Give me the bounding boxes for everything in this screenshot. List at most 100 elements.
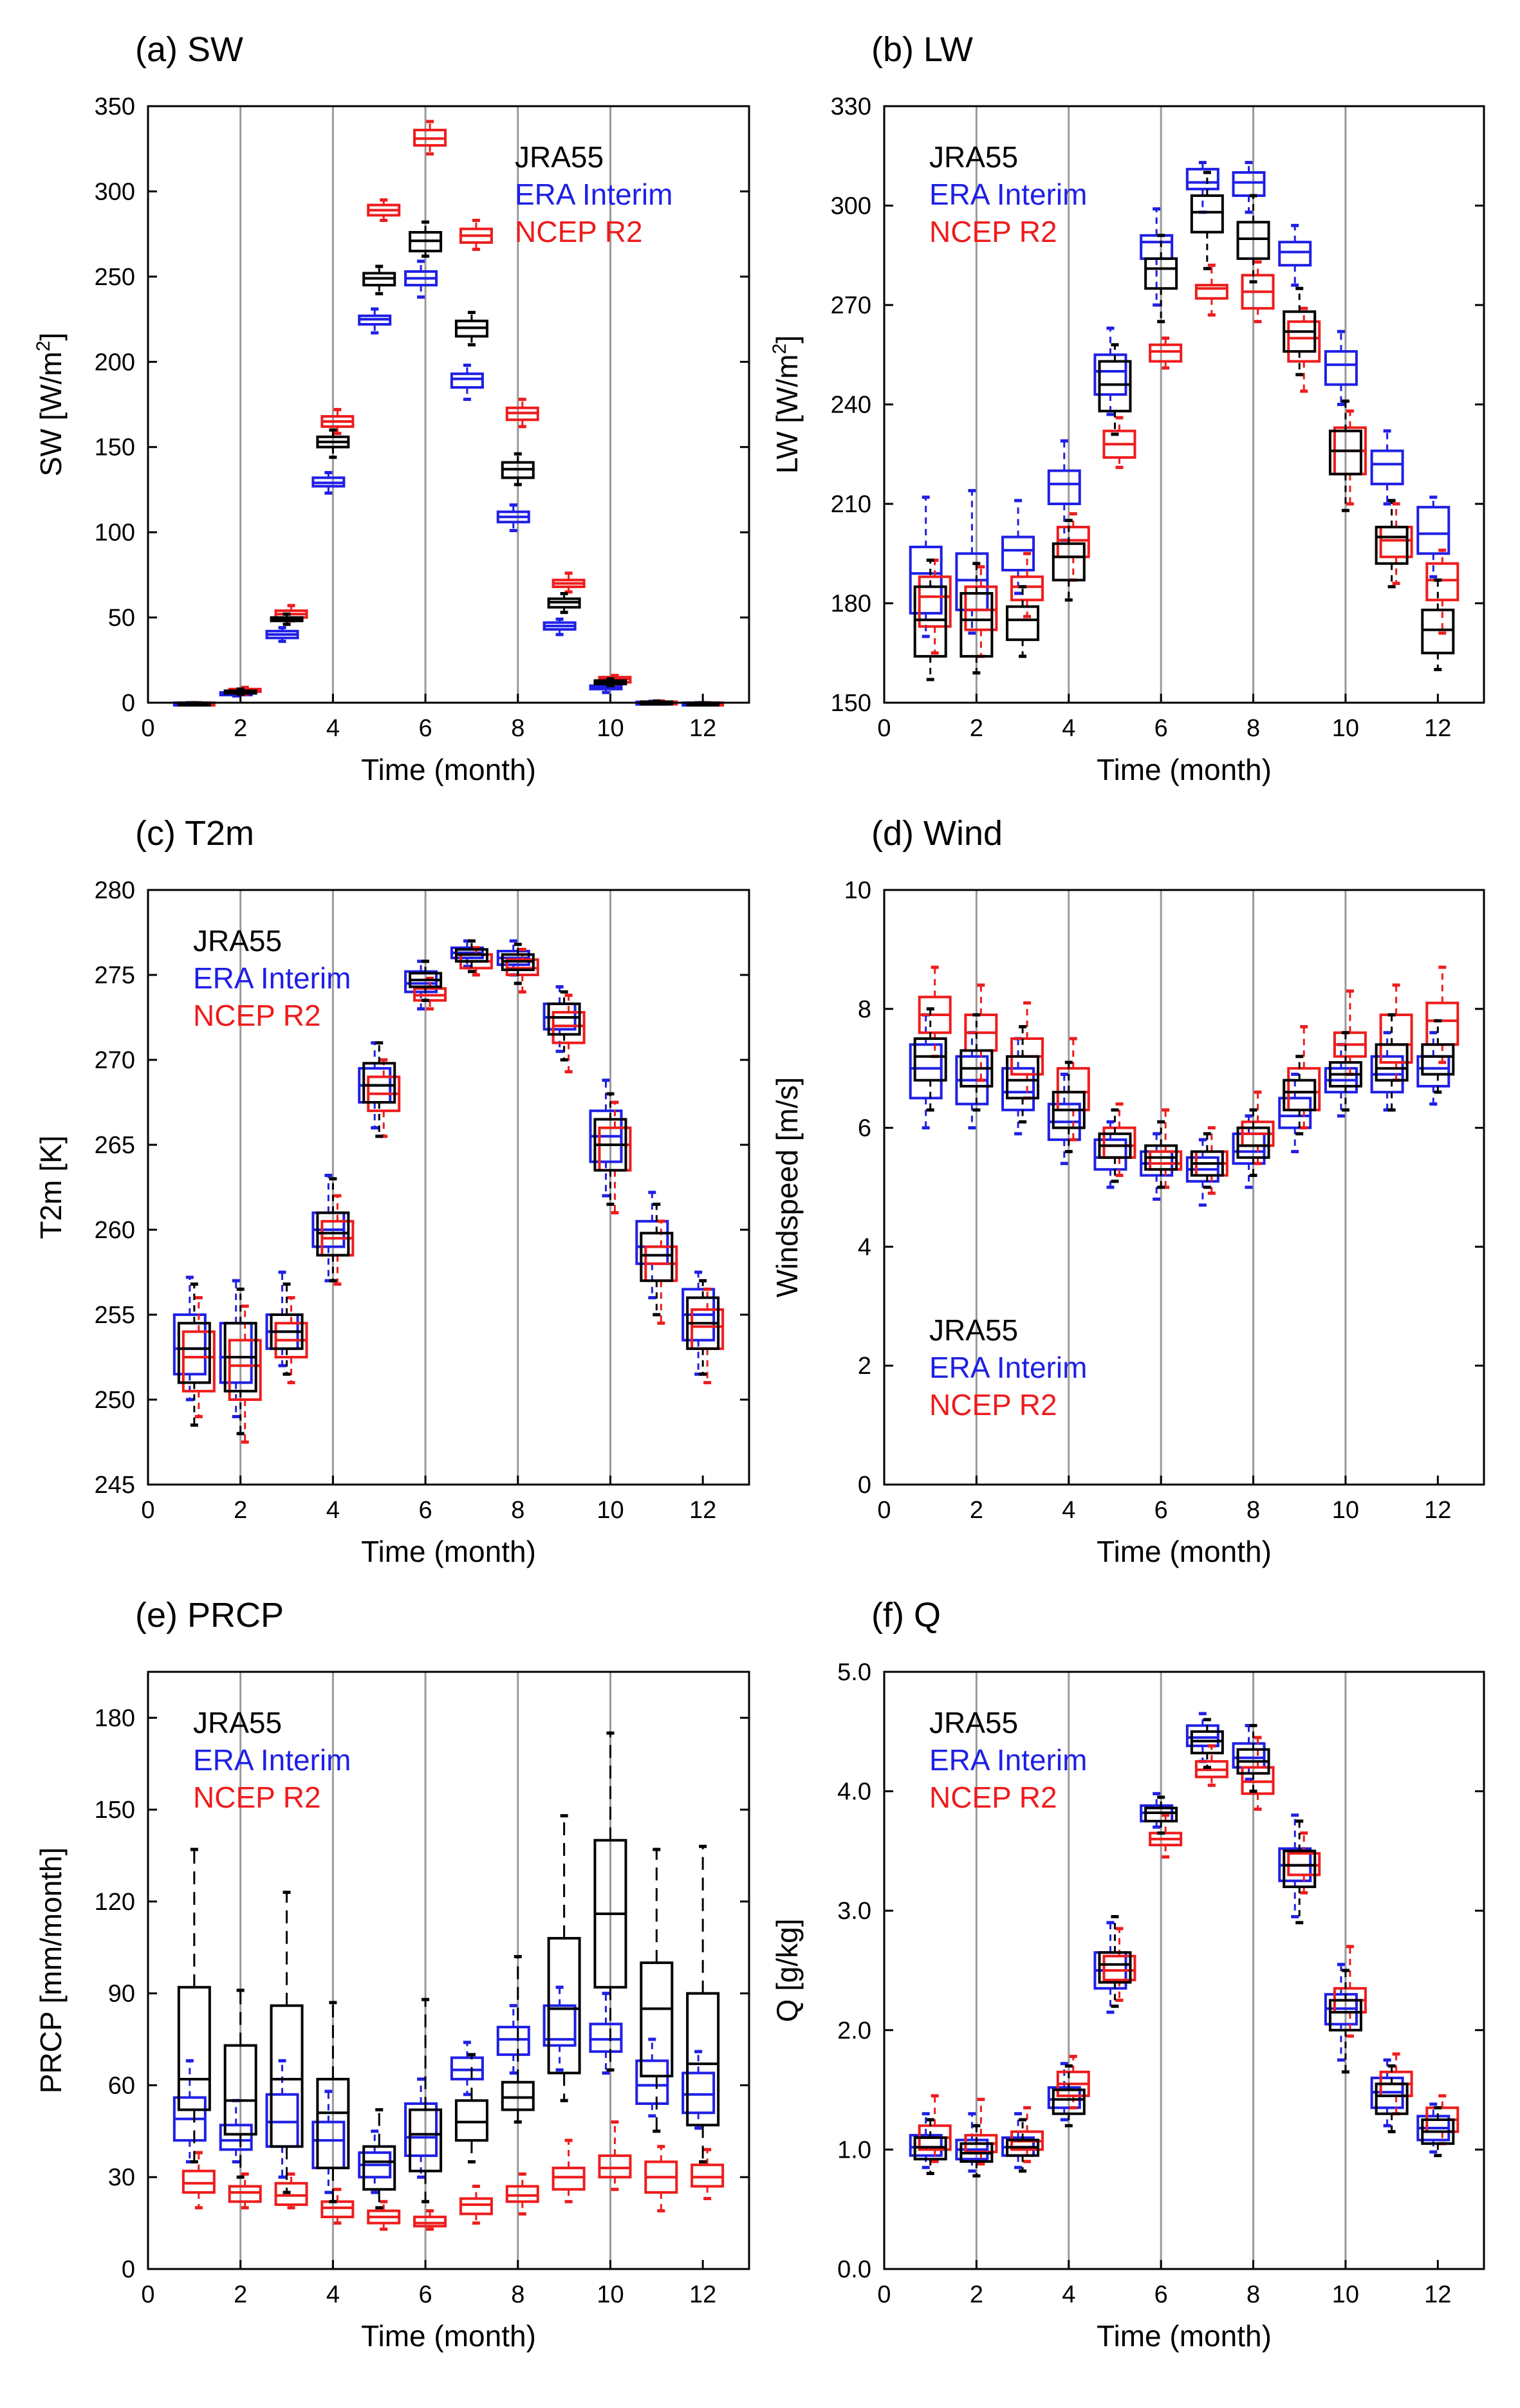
legend-entry: NCEP R2 bbox=[929, 215, 1057, 248]
panel-wind: (d) Wind 0 2 4 6 8 10 0 2 4 6 8 10 12 Time (month) Wind… bbox=[770, 814, 1485, 1568]
iqr-box bbox=[1093, 353, 1127, 396]
y-tick-label: 5.0 bbox=[837, 1659, 871, 1686]
y-tick-label: 180 bbox=[95, 1705, 135, 1732]
iqr-box bbox=[1236, 1126, 1270, 1159]
legend-entry: ERA Interim bbox=[929, 178, 1087, 211]
plot-frame bbox=[883, 889, 1485, 1486]
legend-entry: NCEP R2 bbox=[193, 1781, 321, 1814]
box-month-7 bbox=[454, 2053, 488, 2163]
y-tick-label: 90 bbox=[108, 1981, 135, 2008]
iqr-box bbox=[459, 2197, 493, 2216]
box-month-1 bbox=[913, 2118, 947, 2176]
box-month-8 bbox=[505, 398, 539, 429]
panel-lw: (b) LW 150 180 210 240 270 300 330 0 2 4 6 8 10 12 Time… bbox=[769, 30, 1485, 786]
y-tick-label: 3.0 bbox=[837, 1898, 871, 1925]
x-tick-label: 12 bbox=[689, 715, 716, 742]
iqr-box bbox=[223, 2044, 257, 2136]
box-month-9 bbox=[1283, 1055, 1317, 1136]
y-tick-label: 30 bbox=[108, 2164, 135, 2191]
box-month-3 bbox=[274, 1296, 308, 1385]
box-month-6 bbox=[404, 259, 438, 299]
iqr-box bbox=[181, 1330, 216, 1393]
iqr-box bbox=[1149, 343, 1183, 363]
box-month-7 bbox=[459, 2185, 493, 2225]
x-tick-label: 0 bbox=[877, 715, 891, 742]
box-month-9 bbox=[547, 990, 581, 1062]
legend-entry: JRA55 bbox=[515, 140, 604, 174]
y-tick-label: 150 bbox=[95, 434, 135, 461]
x-tick-label: 8 bbox=[511, 715, 524, 742]
box-month-3 bbox=[1010, 551, 1044, 618]
box-month-3 bbox=[1006, 585, 1040, 658]
iqr-box bbox=[1236, 221, 1270, 260]
iqr-box bbox=[450, 372, 484, 389]
box-month-3 bbox=[265, 625, 299, 644]
box-month-8 bbox=[1241, 260, 1275, 324]
box-month-8 bbox=[1236, 1724, 1270, 1793]
iqr-box bbox=[1001, 535, 1035, 571]
iqr-box bbox=[1185, 1724, 1219, 1748]
iqr-box bbox=[690, 2163, 725, 2188]
iqr-box bbox=[1006, 605, 1040, 642]
iqr-box bbox=[505, 2185, 539, 2203]
box-month-9 bbox=[551, 571, 586, 594]
x-tick-label: 4 bbox=[1062, 2281, 1075, 2308]
x-tick-label: 10 bbox=[1332, 2281, 1359, 2308]
series-jra55 bbox=[913, 1718, 1455, 2178]
box-month-1 bbox=[172, 2059, 207, 2163]
iqr-box bbox=[1287, 320, 1321, 363]
iqr-box bbox=[1375, 1043, 1409, 1082]
legend-entry: NCEP R2 bbox=[193, 999, 321, 1032]
box-month-12 bbox=[1421, 578, 1455, 671]
y-tick-label: 0.0 bbox=[837, 2256, 871, 2283]
iqr-box bbox=[1047, 469, 1081, 505]
x-tick-label: 6 bbox=[1154, 715, 1168, 742]
box-month-6 bbox=[413, 976, 447, 1011]
y-tick-label: 180 bbox=[831, 591, 871, 618]
box-month-9 bbox=[551, 2138, 586, 2203]
y-tick-label: 330 bbox=[831, 93, 871, 120]
x-tick-label: 0 bbox=[877, 2281, 891, 2308]
panel-q: (f) Q 0.0 1.0 2.0 3.0 4.0 5.0 0 2 4 6 8 10 12 Time (mo… bbox=[770, 1596, 1485, 2353]
box-month-9 bbox=[542, 1985, 577, 2072]
plot-frame bbox=[147, 889, 750, 1486]
box-month-1 bbox=[909, 495, 943, 638]
box-month-10 bbox=[598, 2120, 632, 2191]
legend: JRA55 ERA Interim NCEP R2 bbox=[193, 1706, 351, 1814]
iqr-box bbox=[1010, 575, 1044, 602]
iqr-box bbox=[551, 1011, 586, 1044]
box-month-9 bbox=[1287, 1025, 1321, 1130]
y-tick-label: 300 bbox=[95, 178, 135, 205]
series-jra55 bbox=[913, 171, 1455, 681]
box-month-10 bbox=[1324, 1963, 1358, 2062]
box-month-6 bbox=[1144, 1120, 1178, 1189]
iqr-box bbox=[547, 1002, 581, 1036]
x-tick-label: 2 bbox=[970, 1497, 983, 1524]
legend: JRA55 ERA Interim NCEP R2 bbox=[515, 140, 672, 248]
series-jra55 bbox=[177, 939, 720, 1436]
box-month-8 bbox=[1236, 194, 1270, 284]
y-tick-label: 240 bbox=[831, 392, 871, 419]
iqr-box bbox=[909, 1043, 943, 1100]
x-tick-label: 4 bbox=[326, 2281, 340, 2308]
iqr-box bbox=[959, 592, 994, 658]
box-month-7 bbox=[1190, 171, 1224, 270]
box-month-10 bbox=[1328, 1031, 1362, 1112]
x-tick-label: 10 bbox=[597, 1497, 624, 1524]
panel-prcp: (e) PRCP 0 30 60 90 120 150 180 0 2 4 6 8 10 12 Time (m… bbox=[34, 1596, 750, 2353]
y-tick-label: 4.0 bbox=[837, 1779, 871, 1806]
box-month-5 bbox=[362, 2108, 396, 2210]
x-tick-label: 0 bbox=[141, 1497, 154, 1524]
box-month-6 bbox=[1149, 337, 1183, 370]
box-month-6 bbox=[409, 220, 443, 258]
y-tick-label: 260 bbox=[95, 1217, 135, 1244]
iqr-box bbox=[1006, 1055, 1040, 1100]
x-tick-label: 12 bbox=[1424, 2281, 1451, 2308]
iqr-box bbox=[1190, 194, 1224, 234]
box-month-2 bbox=[959, 1013, 994, 1112]
box-month-5 bbox=[358, 2129, 392, 2194]
box-month-8 bbox=[505, 2172, 539, 2216]
box-month-12 bbox=[686, 1279, 720, 1376]
x-tick-label: 4 bbox=[1062, 1497, 1075, 1524]
